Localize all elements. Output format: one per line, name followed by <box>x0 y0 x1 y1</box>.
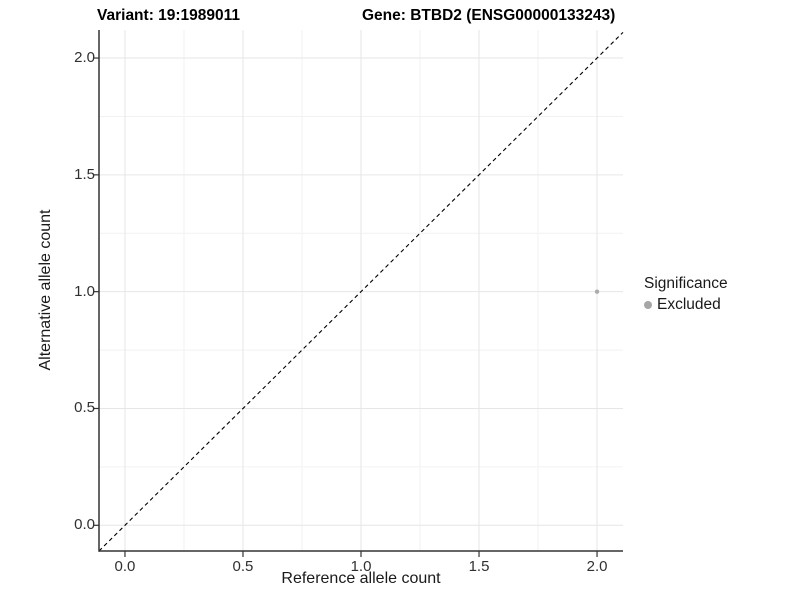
x-tick-label: 1.0 <box>350 558 372 575</box>
x-tick-label: 0.5 <box>232 558 254 575</box>
legend-item: Excluded <box>644 295 794 314</box>
y-tick-label: 1.0 <box>74 282 95 300</box>
legend: Significance Excluded <box>644 274 794 314</box>
legend-items: Excluded <box>644 295 794 314</box>
legend-dot-icon <box>644 300 652 309</box>
legend-item-label: Excluded <box>657 296 721 313</box>
legend-title: Significance <box>644 275 728 292</box>
y-axis-title: Alternative allele count <box>37 209 54 371</box>
x-tick-label: 1.5 <box>468 558 490 575</box>
y-tick-label: 0.5 <box>74 399 95 417</box>
variant-title: Variant: 19:1989011 <box>97 7 241 24</box>
x-tick-label: 2.0 <box>586 558 608 575</box>
identity-line <box>98 31 624 552</box>
y-tick-label: 0.0 <box>74 516 95 534</box>
x-axis-title: Reference allele count <box>281 570 441 587</box>
x-tick-label: 0.0 <box>114 558 136 575</box>
gene-title: Gene: BTBD2 (ENSG00000133243) <box>362 7 616 24</box>
y-tick-label: 1.5 <box>74 165 95 183</box>
data-point <box>594 289 600 294</box>
y-tick-label: 2.0 <box>74 49 95 67</box>
